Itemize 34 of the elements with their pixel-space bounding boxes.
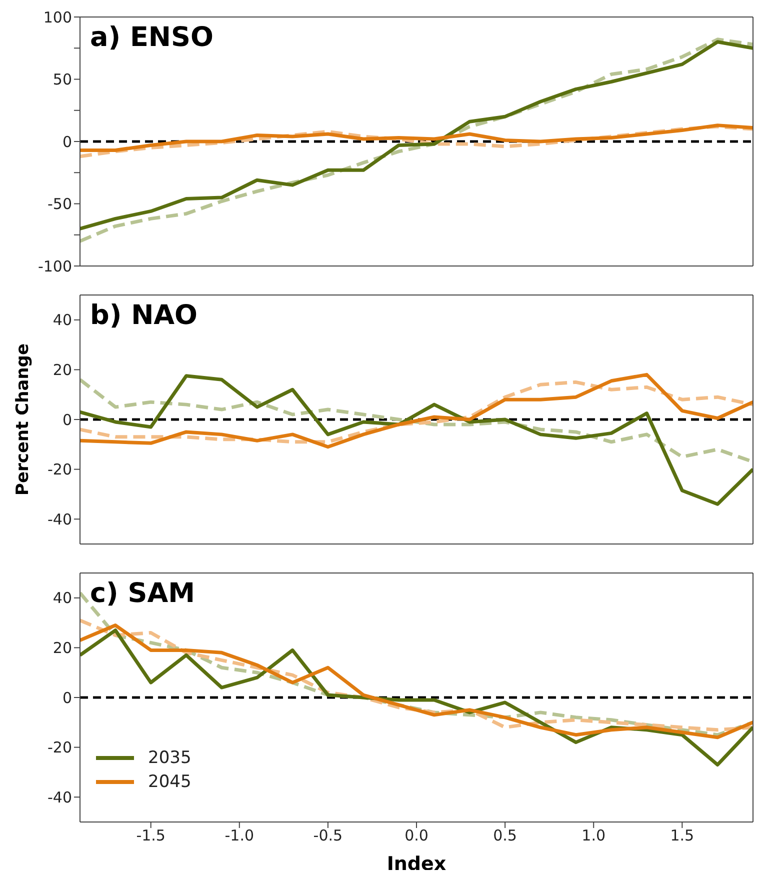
- y-tick-label: 0: [62, 688, 72, 707]
- y-tick-label: 100: [43, 8, 72, 26]
- x-tick-label: 1.0: [582, 826, 606, 845]
- y-tick-label: -40: [48, 510, 72, 528]
- y-tick-label: 0: [62, 410, 72, 429]
- chart-title: c) SAM: [90, 578, 195, 609]
- y-axis-title: Percent Change: [13, 344, 34, 496]
- y-tick-label: -20: [48, 460, 72, 479]
- line-series: [80, 372, 753, 449]
- legend-label: 2035: [148, 748, 192, 768]
- chart-title: b) NAO: [90, 300, 198, 331]
- y-tick-label: 0: [62, 132, 72, 151]
- y-tick-label: 40: [52, 311, 72, 330]
- x-tick-label: -1.5: [136, 826, 166, 845]
- y-tick-label: -20: [48, 738, 72, 757]
- line-series: [80, 380, 753, 444]
- x-tick-label: -0.5: [313, 826, 343, 845]
- y-tick-label: 40: [52, 589, 72, 608]
- y-tick-label: -40: [48, 788, 72, 806]
- x-tick-label: 0.5: [493, 826, 517, 845]
- y-tick-label: 20: [52, 361, 72, 380]
- line-series: [80, 374, 753, 506]
- x-tick-label: 0.0: [404, 826, 428, 845]
- x-tick-label: 1.5: [670, 826, 694, 845]
- line-series: [80, 124, 753, 158]
- x-axis-title: Index: [386, 853, 446, 875]
- x-tick-label: -1.0: [224, 826, 254, 845]
- y-tick-label: 50: [52, 70, 72, 89]
- chart-title: a) ENSO: [90, 22, 214, 53]
- y-tick-label: -100: [38, 257, 72, 276]
- legend-label: 2045: [148, 772, 192, 792]
- y-tick-label: 20: [52, 639, 72, 658]
- line-series: [80, 124, 753, 152]
- y-tick-label: -50: [48, 195, 72, 214]
